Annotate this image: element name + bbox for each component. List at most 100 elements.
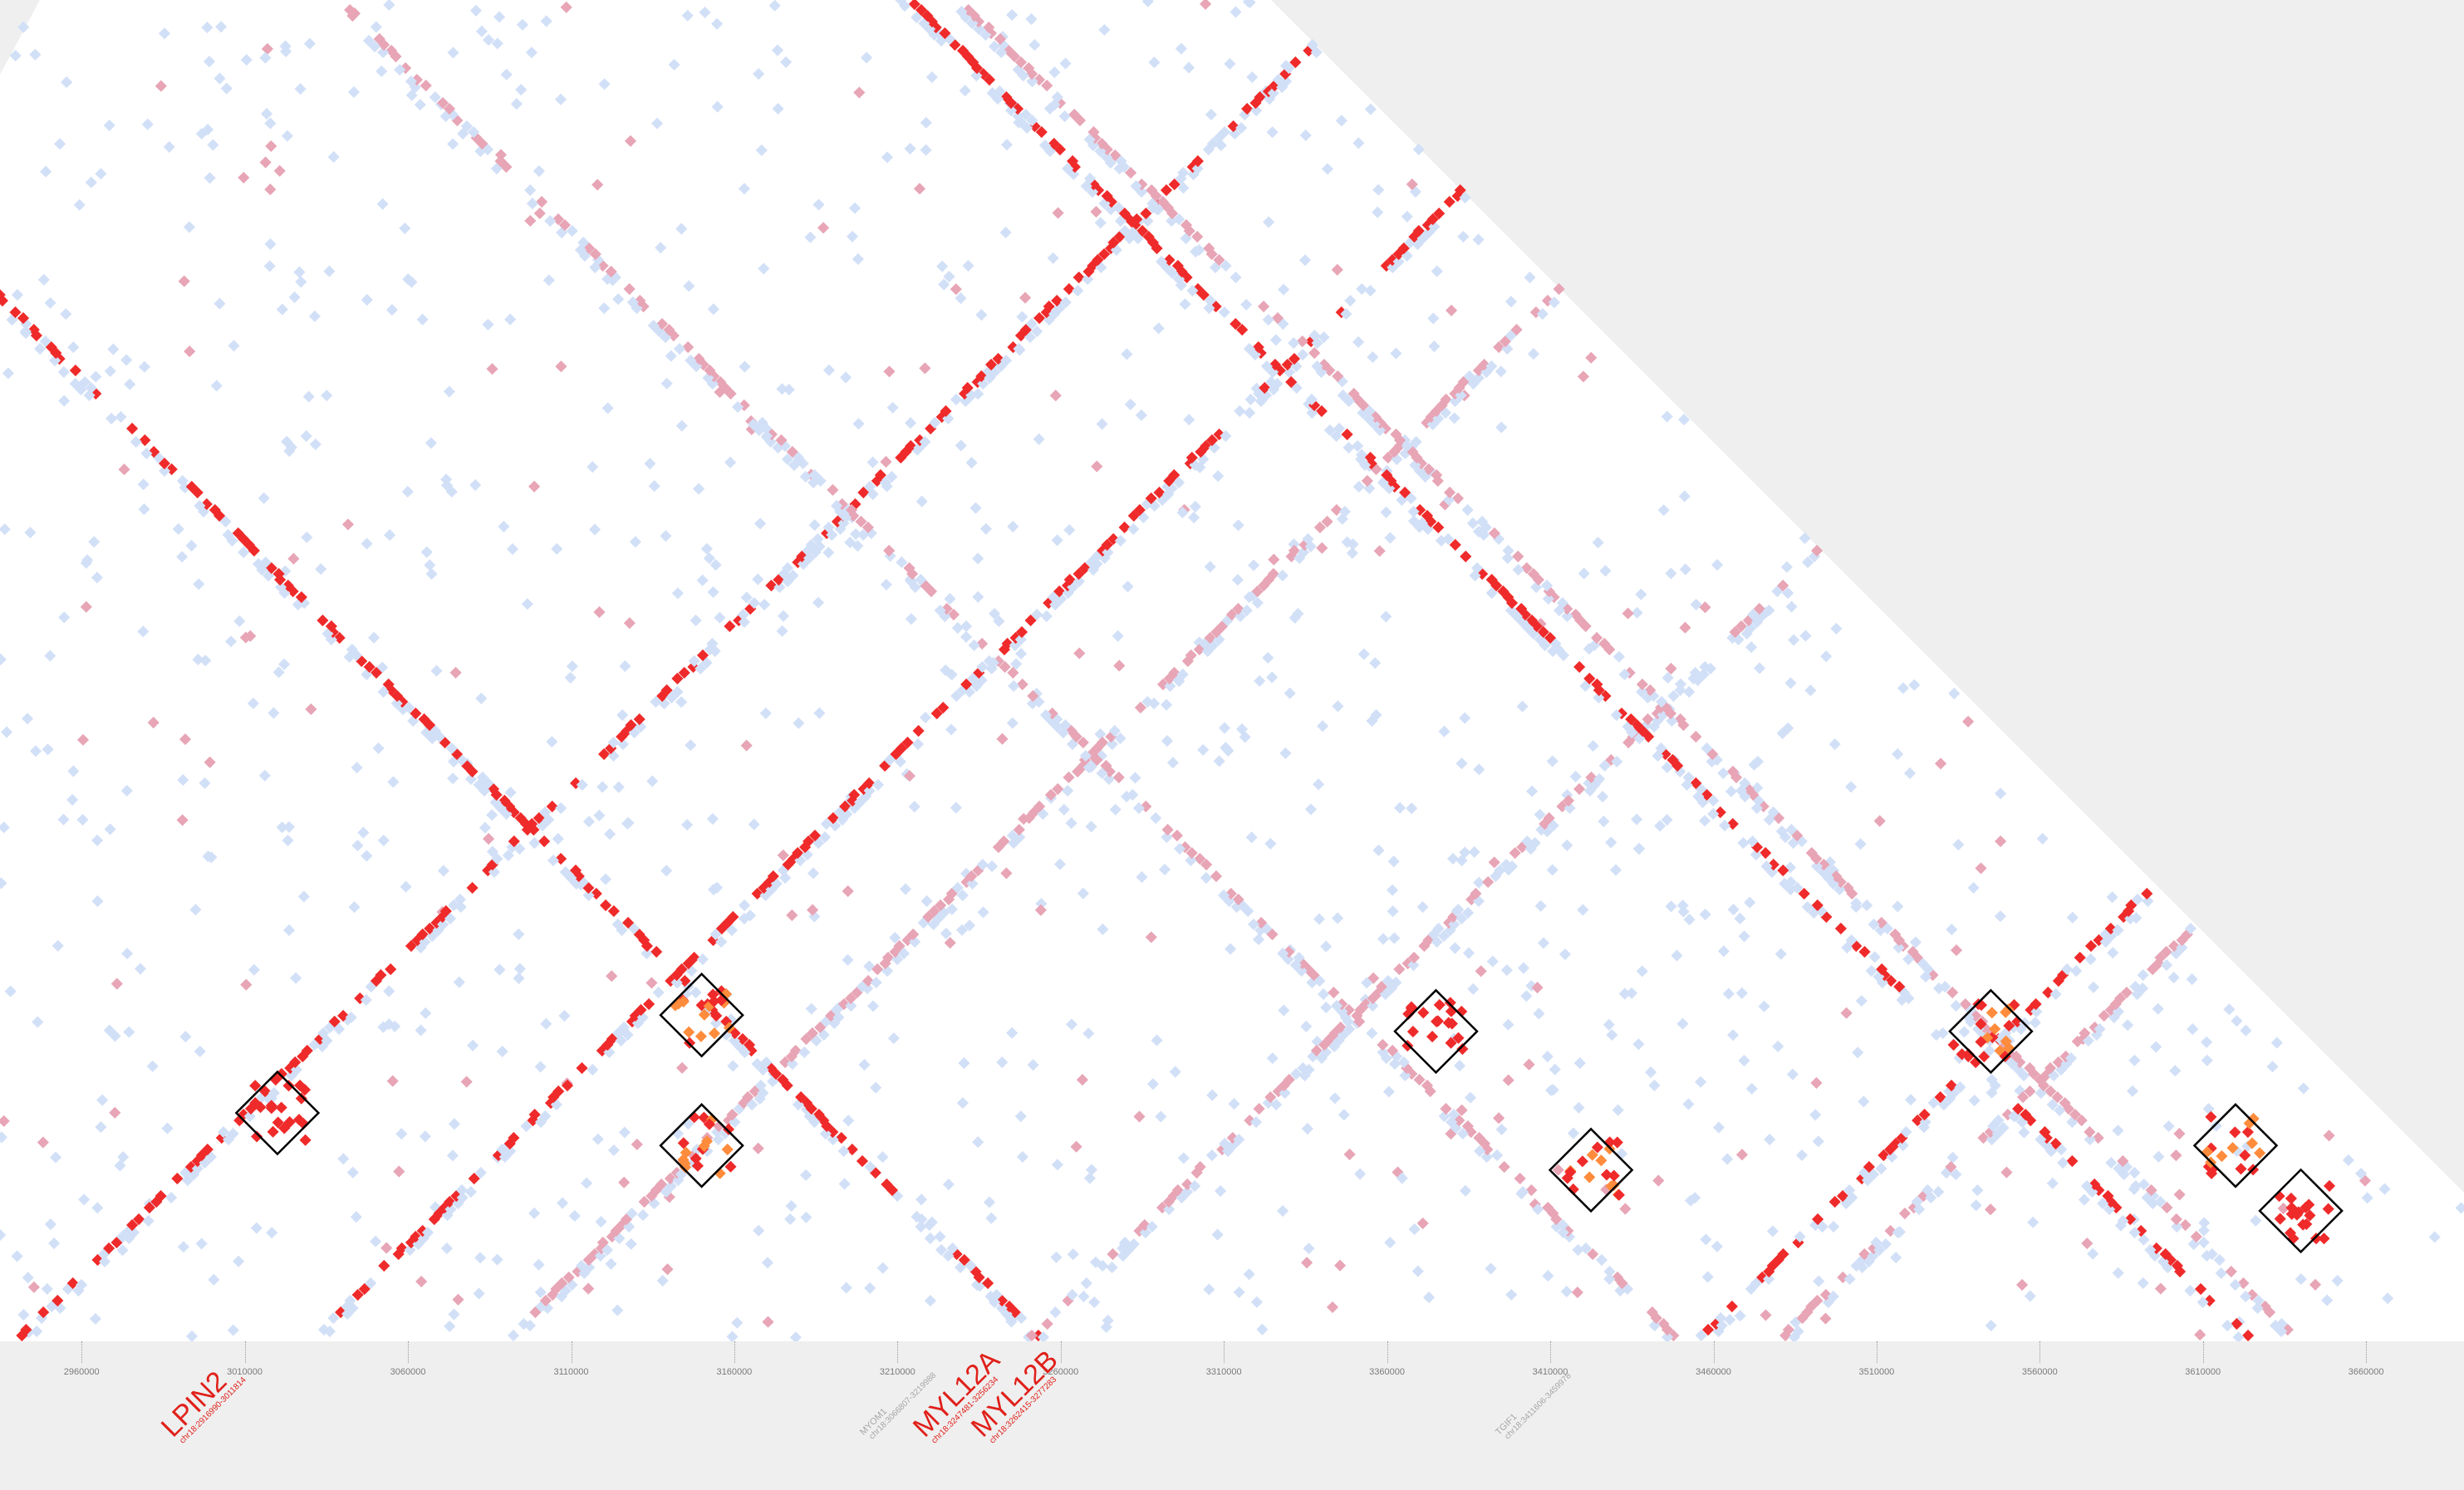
contact-cell [598, 302, 611, 315]
contact-cell [1288, 538, 1300, 551]
contact-cell [1407, 515, 1421, 527]
contact-cell [668, 58, 680, 71]
contact-cell [1213, 755, 1225, 767]
contact-cell [37, 1136, 49, 1149]
axis-tick-mark [734, 1341, 735, 1363]
contact-cell [555, 360, 567, 373]
contact-cell [42, 743, 54, 756]
contact-cell [727, 1060, 739, 1072]
contact-cell [420, 1007, 432, 1019]
axis-tick-mark [244, 1341, 246, 1363]
contact-cell [1592, 537, 1604, 549]
contact-cell [693, 483, 705, 495]
contact-cell [822, 364, 836, 376]
contact-cell [1352, 137, 1365, 149]
contact-cell [1189, 500, 1201, 513]
contact-cell [612, 781, 625, 793]
contact-cell [989, 607, 1001, 620]
contact-cell [49, 1151, 62, 1164]
contact-cell [1473, 876, 1485, 889]
contact-cell [958, 1056, 970, 1070]
contact-cell [755, 144, 768, 156]
contact-cell [1073, 647, 1086, 659]
contact-cell [919, 711, 932, 723]
contact-cell [1502, 1074, 1514, 1086]
contact-cell [940, 927, 952, 940]
contact-cell [1264, 837, 1277, 850]
contact-cell [1102, 1314, 1114, 1327]
contact-cell [1346, 546, 1358, 559]
contact-cell [945, 669, 958, 681]
contact-cell [1516, 700, 1529, 713]
contact-cell [500, 68, 513, 81]
contact-cell [724, 456, 737, 468]
contact-cell [1473, 763, 1485, 776]
contact-cell [996, 733, 1009, 745]
contact-cell [1661, 672, 1674, 684]
contact-cell [233, 1255, 245, 1267]
contact-cell [1446, 304, 1458, 316]
contact-cell [1112, 630, 1124, 642]
contact-cell [1411, 1265, 1424, 1277]
contact-cell [278, 658, 291, 670]
contact-cell [1558, 948, 1572, 961]
contact-cell [1352, 336, 1365, 348]
contact-cell [752, 1142, 764, 1154]
contact-cell [1034, 904, 1047, 916]
contact-cell [1122, 581, 1134, 593]
contact-cell [591, 1133, 604, 1145]
contact-cell [1504, 296, 1518, 308]
contact-cell [1058, 803, 1070, 816]
contact-cell [1256, 1323, 1269, 1336]
contact-cell [1166, 757, 1179, 769]
contact-cell [861, 51, 873, 64]
contact-cell [625, 1238, 637, 1250]
contact-cell [1472, 233, 1485, 246]
contact-cell [1070, 1140, 1082, 1153]
contact-cell [920, 894, 933, 908]
contact-cell [1082, 1027, 1095, 1040]
contact-cell [1301, 1122, 1313, 1135]
contact-cell [1313, 778, 1325, 791]
contact-cell [424, 559, 436, 571]
contact-cell [979, 522, 992, 535]
contact-cell [57, 813, 70, 826]
contact-cell [601, 402, 614, 414]
contact-cell [1067, 1248, 1079, 1261]
contact-cell [179, 733, 192, 746]
contact-cell [240, 54, 253, 66]
contact-cell [1006, 8, 1018, 22]
contact-cell [558, 1009, 571, 1022]
contact-cell [44, 1218, 56, 1231]
contact-cell [385, 304, 398, 316]
frame-corner [0, 0, 40, 75]
contact-cell [1151, 1034, 1163, 1046]
contact-cell [204, 756, 216, 768]
contact-cell [110, 978, 123, 990]
contact-cell [1090, 205, 1102, 218]
contact-cell [1047, 252, 1059, 264]
contact-cell [309, 438, 321, 451]
contact-cell [1373, 545, 1386, 557]
contact-cell [177, 1241, 189, 1253]
contact-cell [552, 832, 564, 845]
contact-cell [0, 653, 7, 666]
contact-cell [1599, 565, 1612, 577]
contact-cell [486, 809, 498, 821]
contact-cell [1485, 1262, 1497, 1275]
contact-cell [348, 901, 361, 914]
contact-cell [272, 666, 285, 679]
contact-cell [1266, 126, 1279, 139]
contact-cell [1416, 901, 1429, 914]
contact-cell [1448, 412, 1460, 424]
contact-cell [903, 770, 915, 782]
contact-cell [1597, 791, 1609, 803]
contact-cell [244, 630, 257, 642]
contact-cell [146, 1060, 159, 1072]
contact-cell [1661, 814, 1673, 826]
contact-cell [1332, 912, 1344, 924]
contact-cell [1401, 210, 1413, 223]
contact-cell [1206, 1089, 1219, 1101]
contact-cell [1053, 858, 1067, 870]
contact-cell [446, 1149, 459, 1162]
